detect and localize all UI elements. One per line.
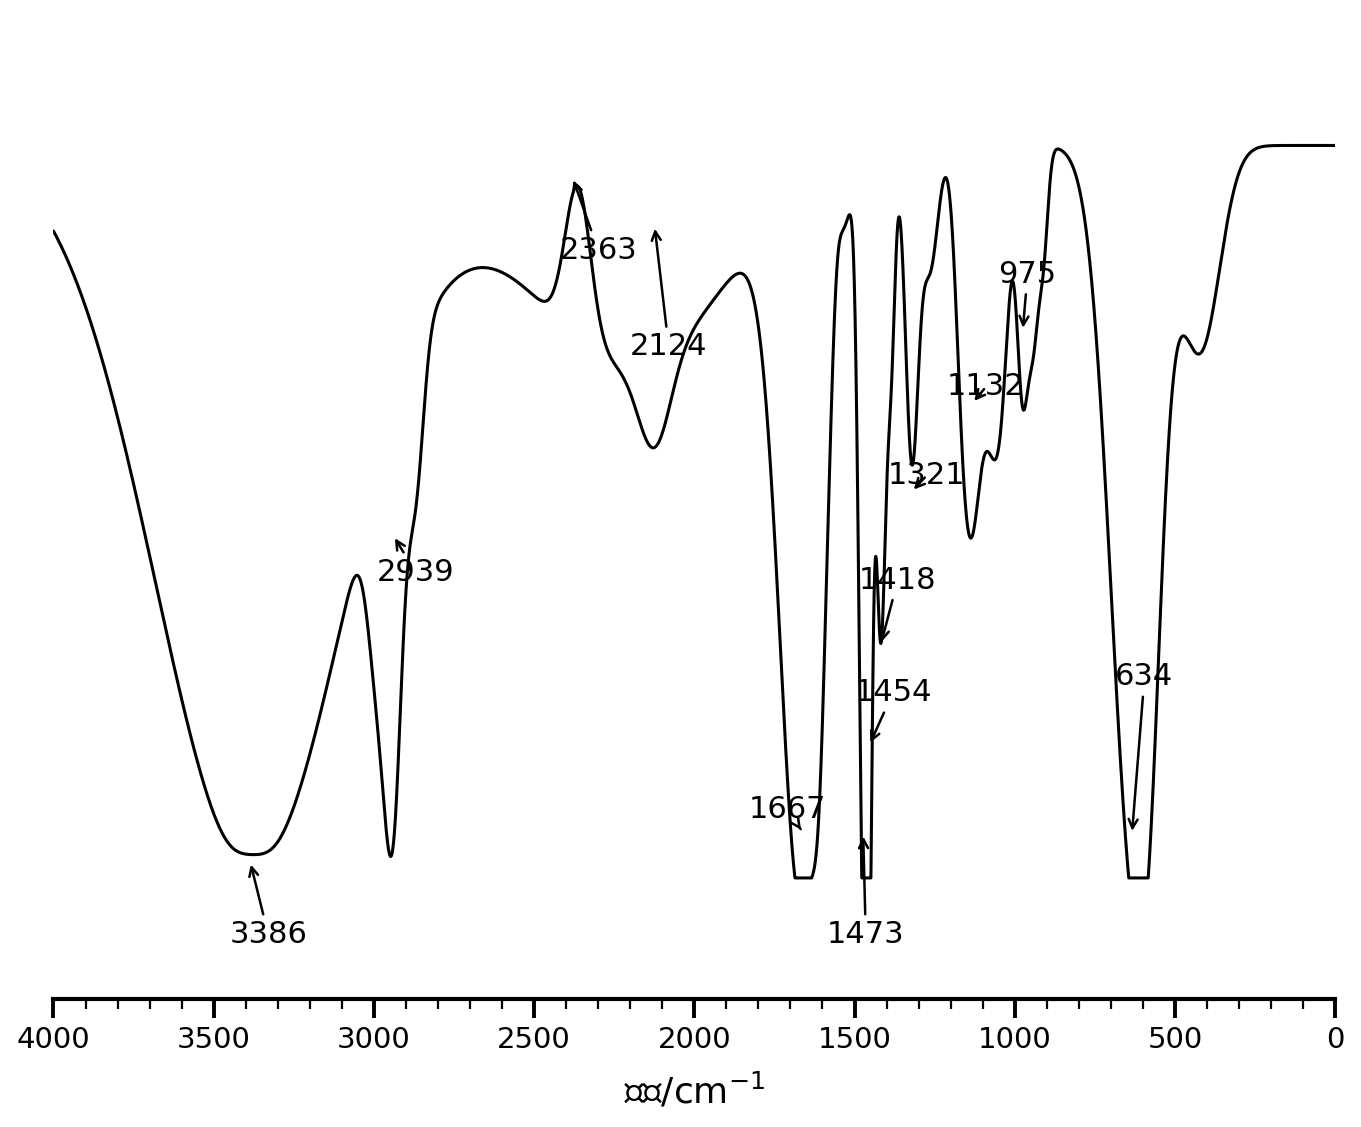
Text: 1667: 1667 — [749, 795, 826, 829]
Text: 2939: 2939 — [377, 541, 455, 586]
Text: 634: 634 — [1116, 663, 1173, 828]
Text: 3386: 3386 — [229, 868, 308, 949]
Text: 1473: 1473 — [827, 840, 905, 949]
X-axis label: 波数/cm$^{-1}$: 波数/cm$^{-1}$ — [623, 1071, 765, 1110]
Text: 2363: 2363 — [559, 183, 637, 265]
Text: 1418: 1418 — [859, 566, 936, 639]
Text: 1132: 1132 — [947, 372, 1025, 401]
Text: 1321: 1321 — [887, 461, 965, 490]
Text: 1454: 1454 — [855, 678, 932, 740]
Text: 2124: 2124 — [630, 231, 708, 361]
Text: 975: 975 — [999, 259, 1056, 325]
